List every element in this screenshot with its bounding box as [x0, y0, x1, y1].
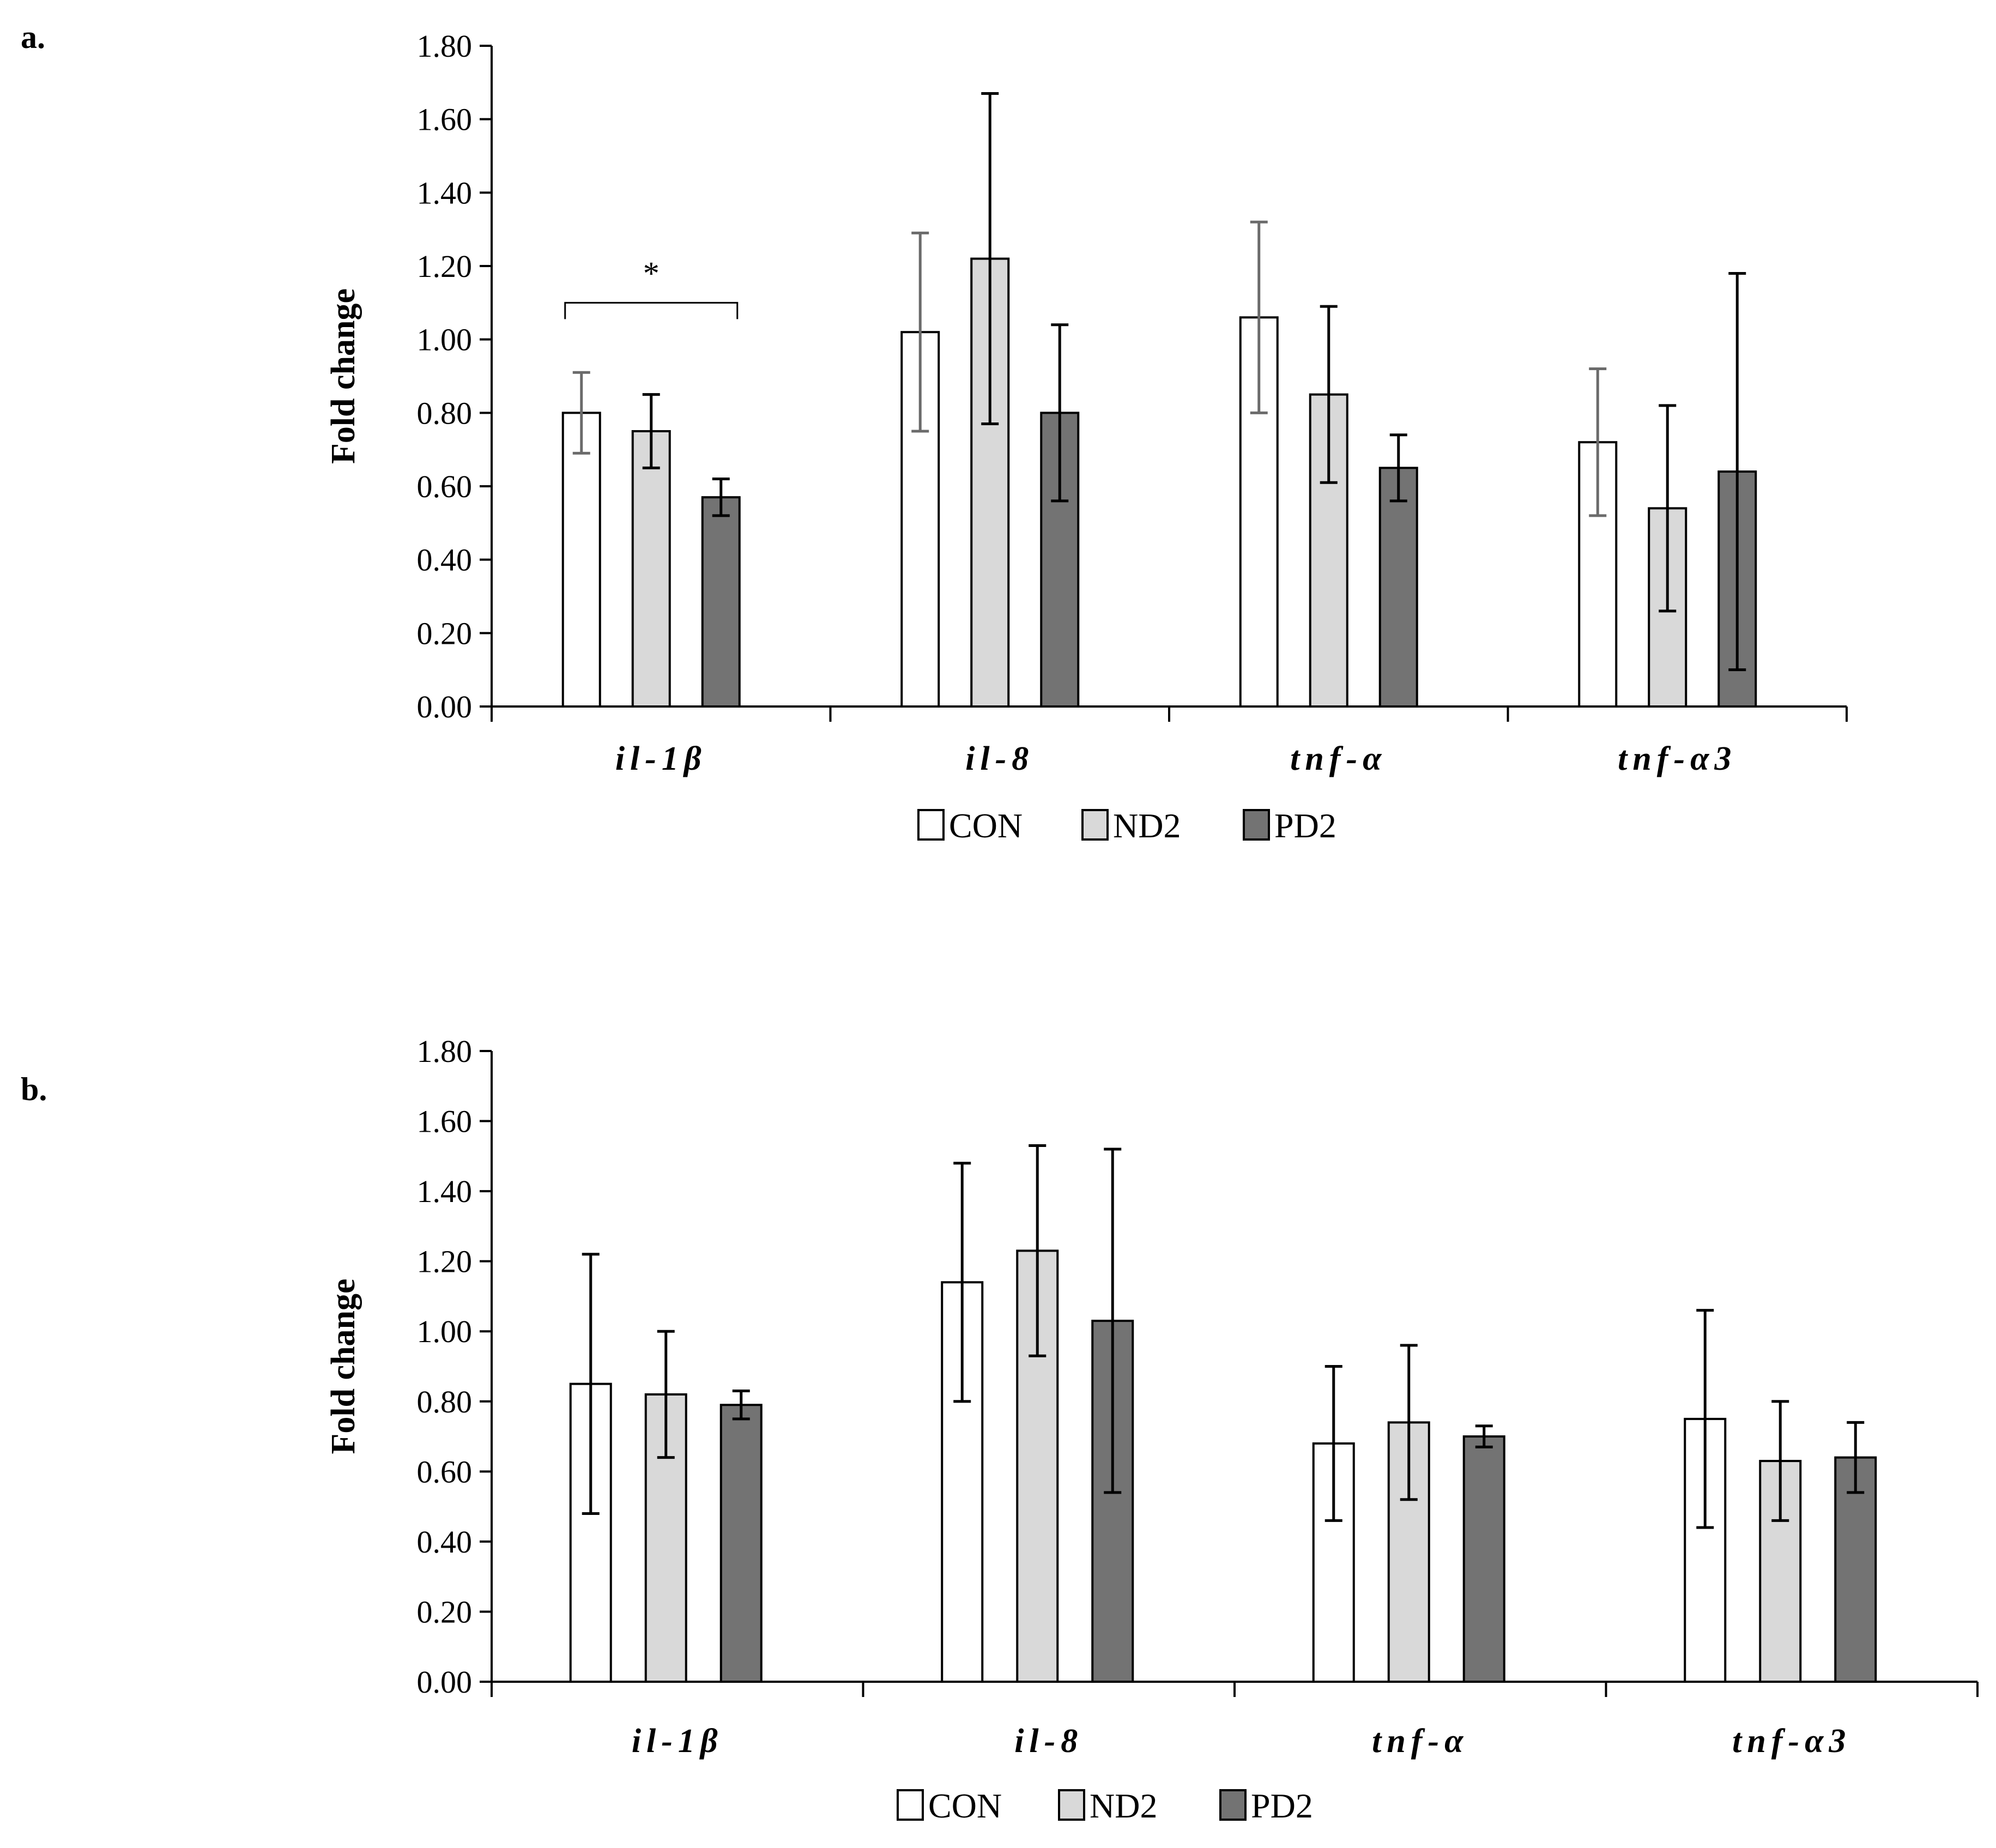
bar-pd2	[701, 496, 741, 708]
y-tick-label: 1.80	[417, 1034, 473, 1069]
x-category-label: il-8	[1014, 1723, 1083, 1760]
panel-a: a. 0.00 0.20 0.40 0.60 0.80 1.00 1.20 1.40 1.60 1.…	[21, 19, 1848, 845]
y-tick-label: 1.40	[417, 1174, 473, 1209]
legend-label-con: CON	[928, 1786, 1002, 1825]
y-tick-label: 1.40	[417, 175, 473, 210]
bar-con	[561, 412, 601, 708]
bar-pd2	[1378, 467, 1418, 708]
panel-label: b.	[21, 1071, 47, 1107]
legend-swatch-pd2	[1219, 1789, 1247, 1821]
y-tick-label: 0.60	[417, 469, 473, 504]
x-category-label: il-1β	[632, 1723, 723, 1760]
legend-label-pd2: PD2	[1274, 806, 1336, 845]
bar-pd2	[719, 1404, 763, 1683]
y-tick-label: 1.60	[417, 102, 473, 137]
legend-label-nd2: ND2	[1113, 806, 1181, 845]
legend-swatch-con	[897, 1789, 924, 1821]
y-tick-label: 1.60	[417, 1104, 473, 1139]
x-category-label: il-8	[965, 740, 1034, 777]
y-tick-label: 1.20	[417, 249, 473, 284]
x-category-label: tnf-α3	[1618, 740, 1737, 777]
legend-swatch-nd2	[1081, 809, 1109, 841]
legend-label-pd2: PD2	[1251, 1786, 1313, 1825]
y-tick-label: 0.20	[417, 615, 473, 651]
y-axis-label: Fold change	[325, 288, 362, 464]
bar-pd2	[1834, 1456, 1877, 1683]
y-tick-label: 1.00	[417, 1314, 473, 1349]
x-category-label: tnf-α	[1290, 740, 1387, 777]
y-tick-label: 0.40	[417, 1524, 473, 1560]
legend-swatch-con	[917, 809, 945, 841]
x-category-label: tnf-α	[1372, 1723, 1468, 1760]
y-tick-label: 0.00	[417, 1664, 473, 1700]
x-category-label: tnf-α3	[1732, 1723, 1851, 1760]
y-tick-label: 0.20	[417, 1594, 473, 1629]
bar-nd2	[631, 430, 671, 708]
x-category-label: il-1β	[615, 740, 707, 777]
significance-bracket	[564, 301, 739, 319]
panel-b: b. 0.00 0.20 0.40 0.60 0.80 1.00 1.20 1.40 1.60 1.…	[21, 1034, 1979, 1825]
y-tick-label: 1.00	[417, 322, 473, 358]
y-tick-label: 1.80	[417, 28, 473, 64]
panel-label: a.	[21, 19, 45, 55]
y-axis-label: Fold change	[325, 1278, 362, 1454]
legend-swatch-pd2	[1243, 809, 1270, 841]
significance-star: *	[643, 255, 660, 291]
y-tick-label: 0.80	[417, 395, 473, 431]
y-tick-label: 0.00	[417, 689, 473, 724]
y-tick-label: 1.20	[417, 1244, 473, 1279]
legend-swatch-nd2	[1058, 1789, 1085, 1821]
y-tick-label: 0.80	[417, 1384, 473, 1420]
legend-label-nd2: ND2	[1090, 1786, 1157, 1825]
bar-pd2	[1462, 1435, 1505, 1683]
y-tick-label: 0.40	[417, 542, 473, 578]
y-tick-label: 0.60	[417, 1454, 473, 1489]
bar-con	[1312, 1442, 1355, 1683]
legend-label-con: CON	[949, 806, 1023, 845]
